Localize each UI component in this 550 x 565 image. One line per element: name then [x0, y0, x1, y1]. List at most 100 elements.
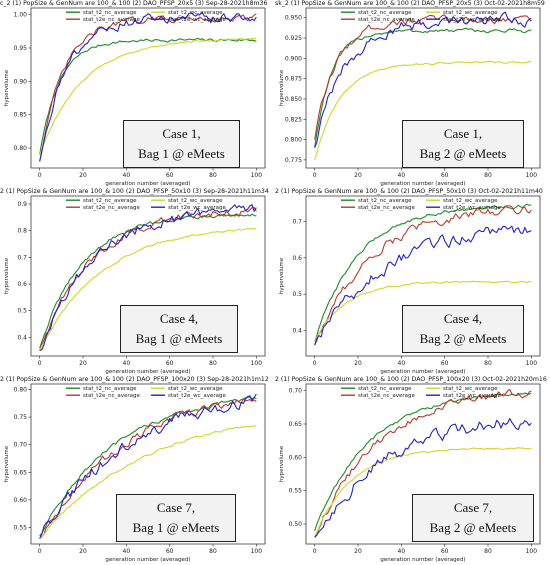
chart-panel-6: 2 (1) PopSize & GenNum are 100_& 100 (2)…	[275, 376, 550, 564]
y-tick-label: 0.65	[289, 421, 303, 428]
series-line-stat_t2e_wc_average	[39, 11, 257, 162]
series-line-stat_t2_nc_average	[314, 27, 532, 148]
x-tick-label: 40	[123, 360, 131, 367]
y-tick-label: 0.95	[14, 45, 28, 52]
case-label: Case 7,	[156, 500, 196, 515]
series-line-stat_t2_wc_average	[39, 227, 257, 351]
y-tick-label: 0.825	[285, 116, 302, 123]
case-label-box: Case 1, Bag 2 @ eMeets	[402, 120, 524, 168]
y-tick-label: 0.900	[285, 55, 302, 62]
legend-entry: stat_t2e_nc_average	[83, 17, 140, 23]
x-tick-label: 80	[209, 172, 217, 179]
x-axis-label: generation number (averaged)	[105, 369, 190, 375]
y-tick-label: 0.5	[17, 308, 27, 315]
y-tick-label: 0.850	[285, 96, 302, 103]
x-tick-label: 100	[251, 360, 263, 367]
y-tick-label: 0.9	[17, 201, 27, 208]
bag-label: Bag 1 @ eMeets	[132, 520, 220, 535]
legend-entry: stat_t2_nc_average	[83, 386, 137, 392]
plot-frame	[30, 195, 266, 357]
x-tick-label: 40	[398, 172, 406, 179]
y-tick-label: 0.950	[285, 15, 302, 22]
chart-title: 2 (1) PopSize & GenNum are 100_& 100 (2)…	[275, 188, 543, 195]
legend-entry: stat_t2e_wc_average	[168, 393, 226, 399]
bag-label: Bag 1 @ eMeets	[135, 331, 223, 346]
x-tick-label: 60	[441, 172, 449, 179]
line-chart: 0 20 40 60 80 100 0.4 0.5 0.6 0.7 generation numbe…	[279, 195, 541, 375]
line-chart: 0 20 40 60 80 100 0.55 0.60 0.65 0.70 0.75 0.80 gene…	[4, 383, 266, 563]
y-tick-label: 0.875	[285, 76, 302, 83]
case-label-box: Case 4, Bag 2 @ eMeets	[402, 305, 524, 353]
x-tick-label: 80	[484, 360, 492, 367]
series-line-stat_t2e_nc_average	[314, 14, 532, 140]
y-tick-label: 0.70	[289, 388, 303, 395]
y-axis-label: hypervolume	[279, 257, 285, 294]
y-tick-label: 0.85	[14, 112, 28, 119]
x-axis-label: generation number (averaged)	[380, 369, 465, 375]
y-tick-label: 0.70	[14, 442, 28, 449]
case-label: Case 4,	[159, 311, 199, 326]
chart-title: 2 (1) PopSize & GenNum are 100_& 100 (2)…	[0, 376, 269, 383]
legend-entry: stat_t2e_nc_average	[358, 393, 415, 399]
chart-panel-5: 2 (1) PopSize & GenNum are 100_& 100 (2)…	[0, 376, 275, 564]
x-tick-label: 80	[484, 548, 492, 555]
series-line-stat_t2_nc_average	[314, 392, 532, 531]
series-line-stat_t2e_nc_average	[314, 388, 532, 538]
legend: stat_t2_nc_average stat_t2_wc_averagestat…	[341, 198, 501, 211]
legend-entry: stat_t2e_nc_average	[83, 205, 140, 211]
x-axis-label: generation number (averaged)	[380, 181, 465, 187]
legend-entry: stat_t2_nc_average	[358, 10, 412, 16]
y-axis-label: hypervolume	[279, 445, 285, 482]
y-tick-label: 0.800	[285, 137, 302, 144]
legend-entry: stat_t2e_wc_average	[168, 17, 226, 23]
plot-frame	[30, 383, 266, 545]
legend-entry: stat_t2e_wc_average	[443, 393, 501, 399]
y-tick-label: 0.4	[17, 334, 27, 341]
y-axis-label: hypervolume	[4, 69, 10, 106]
line-chart: 0 20 40 60 80 100 0.50 0.55 0.60 0.65 0.70 generati…	[279, 383, 541, 563]
legend-entry: stat_t2e_wc_average	[443, 17, 501, 23]
x-tick-label: 20	[79, 172, 87, 179]
y-tick-label: 1.00	[14, 12, 28, 19]
chart-title: 2 (1) PopSize & GenNum are 100_& 100 (2)…	[275, 376, 547, 383]
bag-label: Bag 2 @ eMeets	[429, 520, 517, 535]
line-chart: 0 20 40 60 80 100 0.4 0.5 0.6 0.7 0.8 0.9 generation…	[4, 195, 266, 375]
chart-panel-2: sk_2 (1) PopSize & GenNum are 100_& 100 …	[275, 0, 550, 188]
legend: stat_t2_nc_average stat_t2_wc_averagestat…	[66, 198, 226, 211]
x-tick-label: 40	[398, 360, 406, 367]
legend-entry: stat_t2_nc_average	[358, 198, 412, 204]
case-label-box: Case 7, Bag 1 @ eMeets	[116, 494, 236, 542]
series-line-stat_t2_wc_average	[39, 37, 257, 155]
series-line-stat_t2e_wc_average	[314, 418, 532, 538]
case-label-box: Case 7, Bag 2 @ eMeets	[412, 494, 534, 542]
x-tick-label: 60	[166, 360, 174, 367]
x-tick-label: 20	[79, 360, 87, 367]
case-label-box: Case 4, Bag 1 @ eMeets	[120, 305, 238, 353]
series-line-stat_t2e_nc_average	[314, 205, 532, 346]
case-label-box: Case 1, Bag 1 @ eMeets	[123, 120, 240, 168]
bag-label: Bag 1 @ eMeets	[138, 146, 225, 161]
x-tick-label: 100	[251, 548, 263, 555]
x-tick-label: 80	[209, 360, 217, 367]
y-tick-label: 0.925	[285, 35, 302, 42]
legend-entry: stat_t2_wc_average	[443, 198, 498, 204]
x-tick-label: 40	[398, 548, 406, 555]
y-axis-label: hypervolume	[4, 445, 10, 482]
x-tick-label: 0	[38, 548, 42, 555]
plot-frame	[30, 7, 266, 169]
y-tick-label: 0.7	[292, 218, 302, 225]
x-tick-label: 40	[123, 548, 131, 555]
chart-panel-4: 2 (1) PopSize & GenNum are 100_& 100 (2)…	[275, 188, 550, 376]
bag-label: Bag 2 @ eMeets	[419, 331, 507, 346]
y-tick-label: 0.4	[292, 328, 302, 335]
y-tick-label: 0.50	[289, 521, 303, 528]
legend: stat_t2_nc_average stat_t2_wc_averagestat…	[341, 386, 501, 399]
y-tick-label: 0.60	[289, 454, 303, 461]
y-tick-label: 0.60	[14, 497, 28, 504]
x-tick-label: 40	[123, 172, 131, 179]
plot-frame	[305, 383, 541, 545]
series-line-stat_t2e_wc_average	[314, 11, 532, 148]
legend: stat_t2_nc_average stat_t2_wc_averagestat…	[66, 10, 226, 23]
x-axis-label: generation number (averaged)	[105, 557, 190, 563]
x-tick-label: 20	[354, 172, 362, 179]
